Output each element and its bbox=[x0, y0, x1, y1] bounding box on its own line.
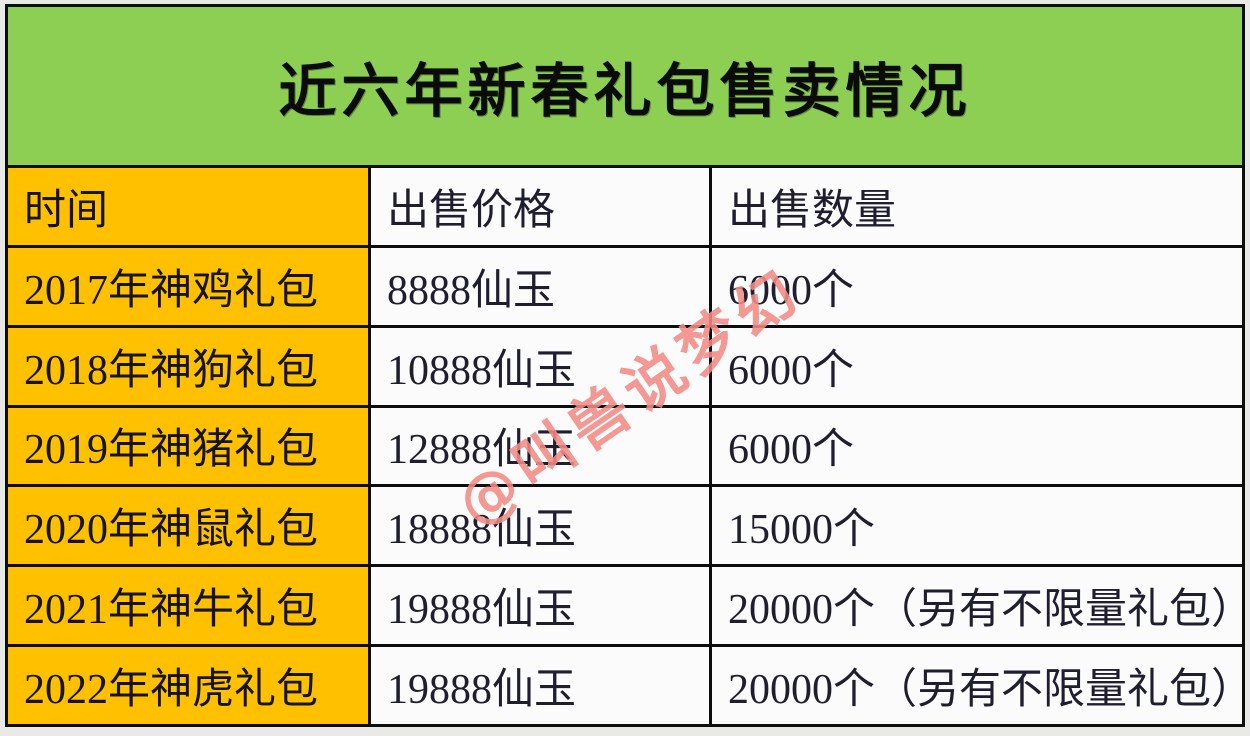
row-2019-price: 12888仙玉 bbox=[371, 407, 709, 485]
row-2018-quantity: 6000个 bbox=[712, 327, 1242, 405]
col-header-price: 出售价格 bbox=[371, 168, 709, 245]
row-2018-price: 10888仙玉 bbox=[371, 327, 709, 405]
col-header-quantity: 出售数量 bbox=[712, 168, 1242, 245]
row-2019-time: 2019年神猪礼包 bbox=[8, 407, 368, 485]
row-2021-price: 19888仙玉 bbox=[371, 567, 709, 645]
row-2022-price: 19888仙玉 bbox=[371, 647, 709, 724]
row-2021-quantity: 20000个（另有不限量礼包） bbox=[712, 567, 1242, 645]
row-2018-time: 2018年神狗礼包 bbox=[8, 327, 368, 405]
row-2017-time: 2017年神鸡礼包 bbox=[8, 247, 368, 325]
sales-table: 近六年新春礼包售卖情况 时间 出售价格 出售数量 2017年神鸡礼包 8888仙… bbox=[5, 4, 1245, 727]
row-2017-price: 8888仙玉 bbox=[371, 247, 709, 325]
row-2020-quantity: 15000个 bbox=[712, 487, 1242, 565]
row-2017-quantity: 6000个 bbox=[712, 247, 1242, 325]
row-2022-time: 2022年神虎礼包 bbox=[8, 647, 368, 724]
title-banner: 近六年新春礼包售卖情况 bbox=[8, 7, 1242, 165]
row-2022-quantity: 20000个（另有不限量礼包） bbox=[712, 647, 1242, 724]
row-2020-price: 18888仙玉 bbox=[371, 487, 709, 565]
row-2021-time: 2021年神牛礼包 bbox=[8, 567, 368, 645]
row-2019-quantity: 6000个 bbox=[712, 407, 1242, 485]
row-2020-time: 2020年神鼠礼包 bbox=[8, 487, 368, 565]
page-title: 近六年新春礼包售卖情况 bbox=[278, 59, 972, 124]
col-header-time: 时间 bbox=[8, 168, 368, 245]
